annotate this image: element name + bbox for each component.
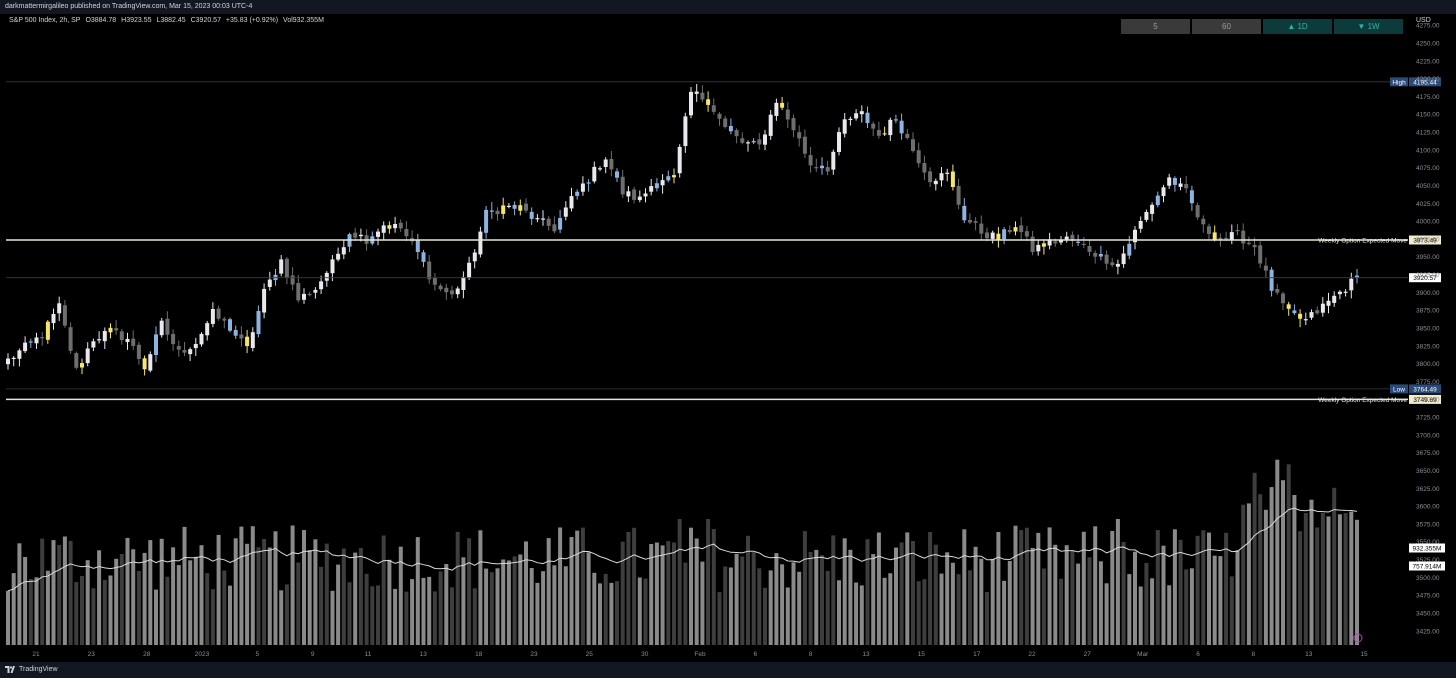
legend-open: O3884.78 — [85, 17, 117, 24]
brand-label: TradingView — [19, 666, 58, 673]
ohlc-legend: S&P 500 Index, 2h, SP O3884.78 H3923.55 … — [9, 17, 327, 24]
bottom-bar — [0, 662, 1456, 678]
legend-close: C3920.57 — [190, 17, 221, 24]
top-bar — [0, 0, 1456, 14]
timeframe-1w-button[interactable]: ▼ 1W — [1334, 19, 1403, 34]
legend-symbol: S&P 500 Index, 2h, SP — [9, 17, 81, 24]
legend-change: +35.83 (+0.92%) — [225, 17, 279, 24]
chart-frame[interactable] — [4, 14, 1450, 662]
currency-label: USD — [1416, 17, 1431, 24]
legend-low: L3882.45 — [156, 17, 186, 24]
legend-high: H3923.55 — [121, 17, 152, 24]
tradingview-brand[interactable]: TradingView — [5, 666, 58, 673]
timeframe-60-button[interactable]: 60 — [1192, 19, 1261, 34]
timeframe-1d-button[interactable]: ▲ 1D — [1263, 19, 1332, 34]
tradingview-logo-icon — [5, 666, 15, 673]
legend-volume: Vol932.355M — [283, 17, 324, 24]
timeframe-5-button[interactable]: 5 — [1121, 19, 1190, 34]
timeframe-buttons: 5 60 ▲ 1D ▼ 1W — [1121, 19, 1405, 34]
publisher-credit: darkmattermirgalileo published on Tradin… — [5, 3, 253, 10]
